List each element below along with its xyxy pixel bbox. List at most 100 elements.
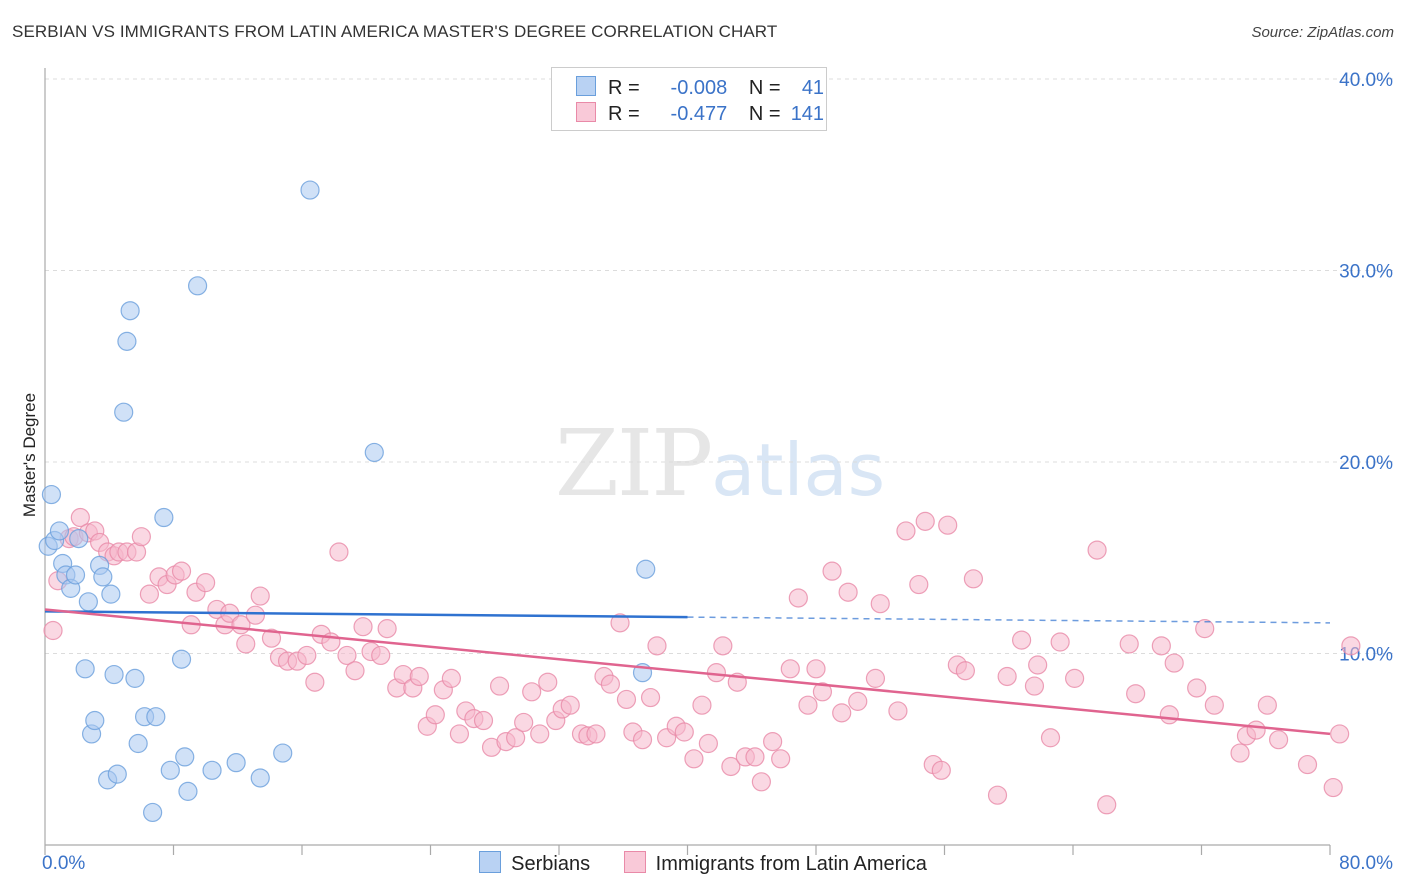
latin-point-86 [721, 756, 741, 777]
serbians-trend-extension [687, 616, 1331, 624]
latin-point-13 [131, 527, 151, 547]
latin-point-52 [449, 724, 470, 744]
latin-point-113 [963, 569, 984, 589]
latin-point-71 [600, 674, 621, 694]
y-tick-labels: 10.0%20.0%30.0%40.0% [1339, 70, 1393, 666]
latin-point-55 [473, 710, 494, 731]
serbian-point-22 [125, 668, 145, 688]
latin-r-label: R = [608, 103, 640, 125]
serbian-point-8 [69, 528, 89, 549]
latin-point-76 [640, 687, 661, 708]
legend-row-serbians: R = -0.008 N = 41 [576, 76, 824, 100]
latin-point-49 [425, 705, 445, 725]
latin-point-29 [261, 628, 282, 648]
watermark: ZIPatlas [555, 410, 885, 517]
latin-point-14 [139, 584, 160, 604]
x-tick-label-max: 80.0% [1339, 853, 1393, 874]
serbian-point-16 [101, 584, 121, 604]
latin-point-132 [1230, 743, 1250, 763]
legend-item-latin: Immigrants from Latin America [623, 851, 927, 876]
serbian-point-36 [273, 743, 293, 763]
source-label: Source: ZipAtlas.com [1251, 24, 1394, 41]
legend-row-latin: R = -0.477 N = 141 [576, 102, 824, 126]
serbians-r-value: -0.008 [670, 77, 728, 99]
serbian-point-35 [250, 768, 270, 788]
serbian-point-32 [187, 276, 208, 296]
serbian-point-19 [114, 402, 134, 422]
latin-point-93 [780, 659, 800, 679]
serbian-point-7 [65, 565, 86, 585]
latin-point-140 [1341, 636, 1361, 656]
trend-lines [44, 608, 1331, 736]
latin-point-77 [647, 636, 667, 656]
x-tick-marks [44, 845, 1331, 855]
serbian-point-14 [93, 567, 113, 587]
watermark-zip: ZIP [555, 410, 713, 517]
serbian-point-12 [85, 710, 105, 731]
latin-point-38 [337, 645, 357, 666]
latin-point-130 [1195, 619, 1215, 639]
latin-point-60 [514, 712, 534, 733]
serbians-n-value: 41 [801, 77, 825, 99]
latin-point-66 [560, 695, 580, 715]
latin-point-126 [1151, 636, 1171, 656]
latin-point-34 [305, 672, 325, 692]
y-tick-label-30: 30.0% [1339, 262, 1393, 283]
latin-point-83 [698, 733, 718, 754]
legend-serbians-swatch [479, 851, 502, 873]
latin-point-57 [489, 676, 510, 696]
latin-point-125 [1126, 684, 1146, 704]
latin-n-label: N = [748, 103, 781, 125]
serbian-point-33 [202, 760, 222, 780]
legend-serbians-label: Serbians [511, 853, 591, 875]
latin-point-98 [822, 561, 842, 581]
latin-point-120 [1050, 632, 1070, 652]
latin-point-47 [409, 666, 429, 687]
latin-point-127 [1159, 705, 1179, 725]
latin-point-104 [888, 701, 908, 721]
serbian-point-29 [171, 649, 192, 669]
grid-layer [45, 78, 1393, 654]
latin-point-85 [713, 636, 733, 656]
x-tick-label-min: 0.0% [42, 853, 85, 874]
latin-point-119 [1040, 728, 1061, 748]
latin-point-28 [250, 586, 270, 606]
latin-point-37 [329, 542, 349, 562]
latin-point-100 [838, 582, 858, 602]
latin-point-121 [1065, 668, 1085, 688]
latin-point-40 [353, 617, 373, 637]
chart-title: SERBIAN VS IMMIGRANTS FROM LATIN AMERICA… [12, 22, 778, 41]
latin-point-27 [245, 605, 266, 625]
latin-point-39 [345, 661, 365, 681]
serbian-point-20 [117, 331, 137, 351]
serbian-point-23 [128, 733, 148, 754]
latin-r-value: -0.477 [670, 103, 728, 125]
latin-point-63 [538, 672, 558, 692]
y-axis-title: Master's Degree [20, 393, 39, 517]
latin-point-26 [236, 634, 256, 654]
latin-point-96 [806, 659, 826, 679]
stats-legend: R = -0.008 N = 41 R = -0.477 N = 141 [551, 67, 827, 131]
latin-point-106 [909, 574, 929, 595]
serbian-point-9 [75, 659, 95, 679]
latin-point-33 [297, 645, 317, 666]
latin-point-115 [997, 666, 1017, 687]
latin-point-18 [171, 561, 192, 581]
latin-point-69 [586, 724, 606, 744]
latin-point-112 [955, 661, 975, 681]
serbian-point-40 [636, 559, 656, 579]
y-tick-label-40: 40.0% [1339, 70, 1393, 91]
serbians-r-label: R = [608, 77, 640, 99]
latin-point-51 [441, 668, 461, 688]
serbian-point-21 [120, 301, 140, 321]
serbian-point-31 [178, 781, 198, 801]
latin-point-110 [938, 515, 958, 535]
latin-point-90 [751, 772, 771, 792]
serbian-point-1 [41, 484, 62, 505]
latin-point-107 [915, 511, 935, 531]
series-legend: Serbians Immigrants from Latin America [0, 851, 1406, 876]
latin-point-95 [798, 695, 818, 715]
latin-point-99 [832, 703, 852, 723]
serbian-point-3 [49, 521, 70, 541]
